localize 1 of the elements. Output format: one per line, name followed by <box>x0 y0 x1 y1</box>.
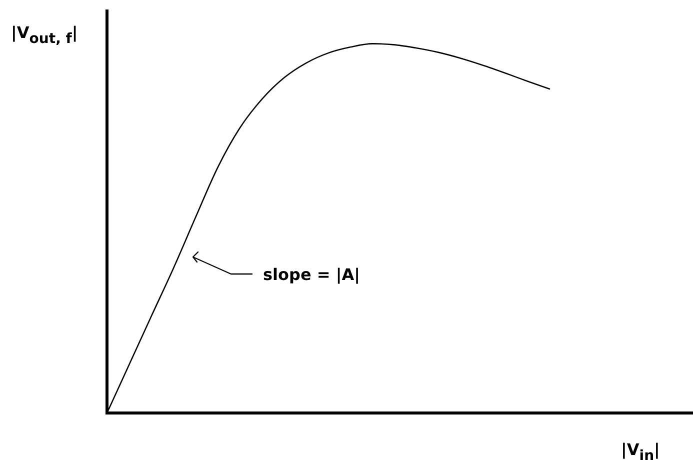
annotation: slope = |A| <box>263 265 360 284</box>
